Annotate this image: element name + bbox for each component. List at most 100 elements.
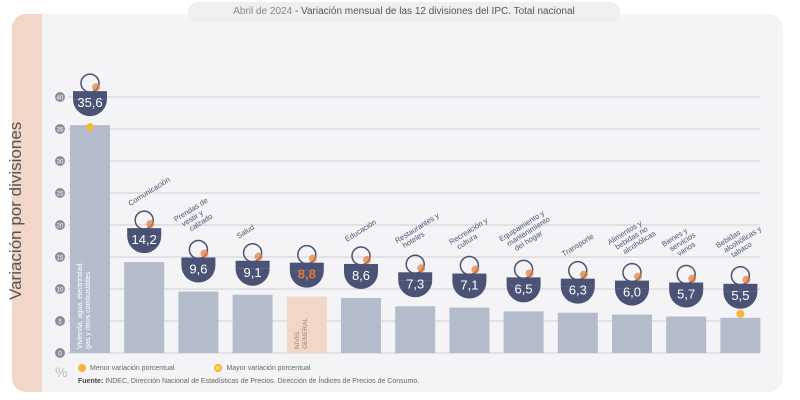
source-label: Fuente: xyxy=(78,378,104,385)
bar xyxy=(557,312,598,353)
data-label: 6,5 xyxy=(515,281,533,296)
y-tick-label: 5 xyxy=(58,320,62,326)
category-label-line: Comunicación xyxy=(126,175,171,208)
data-label: 6,0 xyxy=(623,285,641,300)
category-icon xyxy=(351,246,371,266)
category-label: Restaurantes yhoteles xyxy=(393,211,445,252)
category-icon-accent xyxy=(471,265,480,274)
category-label-line: Transporte xyxy=(560,232,595,259)
category-icon xyxy=(568,260,588,281)
legend-min: Menor variación porcentual xyxy=(78,364,174,372)
category-label: Equipamiento ymantenimientodel hogar xyxy=(497,208,555,257)
max-dot-icon xyxy=(214,364,223,372)
unit-label: % xyxy=(55,364,68,380)
category-label-line: gas y otros combustibles xyxy=(85,271,92,349)
max-marker xyxy=(86,123,94,132)
data-label: 9,1 xyxy=(244,265,262,280)
y-axis-label: Variación por divisiones xyxy=(6,121,25,300)
category-icon xyxy=(676,264,696,285)
data-label: 8,6 xyxy=(352,268,370,283)
category-label-line: Vivienda, agua, electricidad, xyxy=(77,262,84,349)
category-icon-accent xyxy=(634,272,642,281)
category-icon-accent xyxy=(579,270,588,279)
value-badge xyxy=(723,291,758,309)
value-badge-top xyxy=(235,260,270,269)
bar xyxy=(503,311,544,353)
category-label: Alimentos ybebidas noalcohólicas xyxy=(606,215,658,260)
data-label: 5,5 xyxy=(731,288,749,303)
legend-max-label: Mayor variación porcentual xyxy=(226,364,311,372)
y-tick-marker xyxy=(55,316,65,326)
category-label: Comunicación xyxy=(126,175,171,208)
y-tick-label: 35 xyxy=(57,128,64,134)
category-icon-accent xyxy=(146,220,155,229)
y-tick-label: 10 xyxy=(57,288,64,294)
chart-title: Abril de 2024 - Variación mensual de las… xyxy=(188,2,620,22)
data-label: 7,3 xyxy=(406,276,424,291)
data-label: 6,3 xyxy=(569,283,587,298)
y-tick-marker xyxy=(55,156,65,166)
category-icon xyxy=(513,259,534,280)
y-tick-label: 30 xyxy=(57,160,64,166)
category-icon xyxy=(80,73,100,93)
bar xyxy=(720,317,761,353)
value-badge xyxy=(506,285,541,303)
y-tick-label: 20 xyxy=(57,224,64,230)
value-badge-top xyxy=(344,263,378,272)
category-icon-accent xyxy=(417,264,426,273)
value-badge xyxy=(669,290,704,308)
source-text: INDEC, Dirección Nacional de Estadística… xyxy=(103,378,420,385)
legend-min-label: Menor variación porcentual xyxy=(90,364,175,372)
category-label: NIVELGENERAL xyxy=(294,318,309,349)
value-badge-top xyxy=(669,282,704,291)
y-tick-marker xyxy=(55,252,65,262)
y-tick-marker xyxy=(55,124,65,134)
value-badge-top xyxy=(452,273,487,282)
y-tick-label: 0 xyxy=(58,352,62,358)
value-badge-top xyxy=(127,228,162,237)
category-label-line: Educación xyxy=(343,217,377,243)
data-label: 5,7 xyxy=(677,287,695,302)
category-icon-accent xyxy=(525,269,534,278)
category-label: Educación xyxy=(343,217,377,243)
value-badge-top xyxy=(398,272,433,281)
value-badge xyxy=(398,280,433,298)
category-icon-accent xyxy=(92,83,100,92)
category-icon xyxy=(622,262,642,283)
axis-strip xyxy=(12,14,42,392)
source-note: Fuente: INDEC, Dirección Nacional de Est… xyxy=(78,378,419,385)
category-icon-accent xyxy=(200,249,209,258)
bar xyxy=(341,297,381,353)
value-badge xyxy=(615,288,649,306)
value-badge xyxy=(344,271,378,289)
bar xyxy=(178,291,219,353)
legend: Menor variación porcentual Mayor variaci… xyxy=(78,364,310,372)
y-tick-label: 25 xyxy=(57,192,64,198)
value-badge-top xyxy=(615,280,649,289)
value-badge-top xyxy=(723,283,758,292)
bar xyxy=(395,306,436,353)
bar xyxy=(124,262,165,353)
category-icon-accent xyxy=(688,274,697,283)
y-tick-marker xyxy=(55,348,65,358)
bar xyxy=(612,314,652,353)
title-text: - Variación mensual de las 12 divisiones… xyxy=(292,6,575,17)
bar xyxy=(286,296,327,353)
value-badge xyxy=(181,265,216,283)
bar xyxy=(666,316,707,353)
data-label: 14,2 xyxy=(132,232,157,247)
category-icon xyxy=(134,210,154,230)
category-label-line: NIVEL xyxy=(294,330,301,349)
value-badge xyxy=(289,270,324,288)
category-label-line: GENERAL xyxy=(302,318,309,349)
value-badge xyxy=(127,236,162,254)
value-badge xyxy=(73,99,107,117)
category-label: Vivienda, agua, electricidad,gas y otros… xyxy=(77,262,92,349)
data-label: 7,1 xyxy=(460,278,478,293)
category-icon xyxy=(730,266,751,286)
value-badge-top xyxy=(181,257,216,266)
min-dot-icon xyxy=(78,364,86,372)
value-badge xyxy=(560,286,595,304)
title-date: Abril de 2024 xyxy=(233,6,293,17)
category-icon xyxy=(405,254,425,275)
